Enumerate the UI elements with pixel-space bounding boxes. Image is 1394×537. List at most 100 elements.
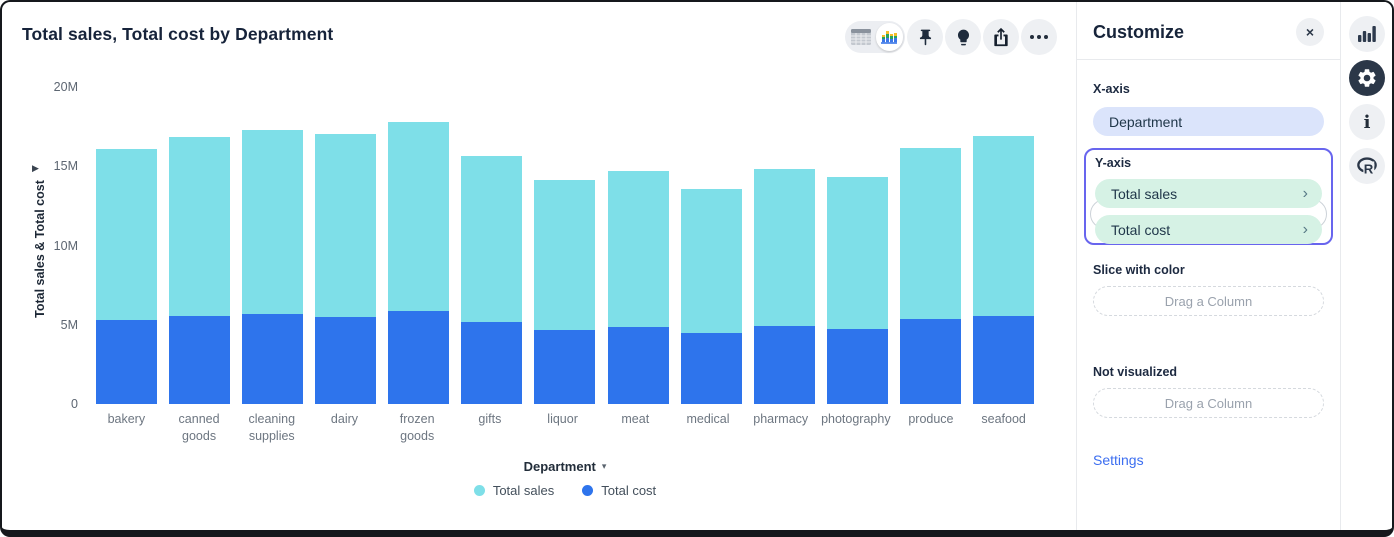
segment-total-sales[interactable] [607,171,669,328]
bar-dairy[interactable] [315,133,377,404]
y-axis-section: Y-axis Total sales › Total cost › [1084,148,1333,245]
chevron-right-icon[interactable]: › [1302,220,1308,238]
x-tick-label: photography [821,412,891,426]
insights-button[interactable] [945,19,981,55]
bar-photography[interactable] [826,176,888,404]
panel-header: Customize × [1093,18,1324,46]
y-axis-pill-total-cost[interactable]: Total cost › [1095,215,1322,244]
segment-total-cost[interactable] [96,320,157,404]
segment-total-sales[interactable] [972,136,1034,317]
gear-icon [1358,69,1376,87]
segment-total-sales[interactable] [461,155,523,323]
legend-dot-cost [582,485,594,496]
bar-gifts[interactable] [461,155,523,404]
view-toggle[interactable] [845,21,905,53]
info-icon: i [1363,111,1371,133]
segment-total-sales[interactable] [96,148,157,320]
segment-total-sales[interactable] [388,121,450,312]
more-button[interactable] [1021,19,1057,55]
legend-item-total-sales[interactable]: Total sales [473,483,554,498]
y-tick-labels: 0 5M 10M 15M 20M [30,80,78,411]
segment-total-sales[interactable] [899,148,961,320]
y-axis-pill-total-sales[interactable]: Total sales › [1095,179,1322,208]
segment-total-cost[interactable] [169,316,231,404]
x-tick-label: liquor [547,412,578,426]
bar-pharmacy[interactable] [753,169,815,404]
segment-total-sales[interactable] [753,169,815,327]
segment-total-cost[interactable] [242,313,304,404]
y-tick-label: 5M [60,317,78,332]
segment-total-cost[interactable] [607,327,669,404]
rail-info-button[interactable]: i [1349,104,1385,140]
segment-total-sales[interactable] [826,176,888,329]
x-tick-label: pharmacy [753,412,809,426]
bar-produce[interactable] [899,148,961,404]
chart-view-icon[interactable] [875,23,903,51]
segment-total-cost[interactable] [461,322,523,404]
close-button[interactable]: × [1296,18,1324,46]
bar-cleaning-supplies[interactable] [242,129,304,404]
y-tick-label: 20M [53,80,78,94]
x-tick-label: dairy [330,412,359,426]
lightbulb-icon [957,29,969,45]
x-tick-label: bakery [107,412,146,426]
settings-link[interactable]: Settings [1093,452,1144,468]
bar-seafood[interactable] [972,136,1034,404]
x-tick-label: gifts [478,412,502,426]
x-tick-label: seafood [981,412,1026,426]
x-tick-label: meat [621,412,650,426]
x-axis-title[interactable]: Department [523,459,596,474]
chevron-right-icon[interactable]: › [1302,184,1308,202]
table-view-icon[interactable] [847,23,875,51]
segment-total-sales[interactable] [169,136,231,317]
bar-meat[interactable] [607,171,669,404]
rail-chart-button[interactable] [1349,16,1385,52]
bar-frozen-goods[interactable] [388,121,450,404]
rail-r-button[interactable]: R [1349,148,1385,184]
bar-liquor[interactable] [534,179,596,404]
slice-section-label: Slice with color [1093,263,1185,277]
bar-chart-icon [1358,26,1376,42]
x-axis-title-row[interactable]: Department ▾ [96,459,1034,474]
bar-medical[interactable] [680,189,742,404]
segment-total-cost[interactable] [534,330,596,404]
axis-expand-icon[interactable]: ▶ [32,163,39,173]
x-tick-label: medical [686,412,730,426]
segment-total-cost[interactable] [826,328,888,404]
segment-total-cost[interactable] [315,316,377,404]
bar-bakery[interactable] [96,148,157,404]
chart-title: Total sales, Total cost by Department [22,24,334,44]
y-tick-label: 15M [53,159,78,174]
side-rail: i R [1342,2,1392,530]
x-tick-label: frozen goods [399,412,435,443]
pill-label: Total sales [1111,185,1178,202]
y-axis-pills: Total sales › Total cost › [1090,179,1327,244]
segment-total-sales[interactable] [534,179,596,331]
segment-total-cost[interactable] [753,326,815,404]
ellipsis-icon [1030,35,1048,39]
segment-total-cost[interactable] [899,319,961,404]
pin-button[interactable] [907,19,943,55]
not-visualized-section-label: Not visualized [1093,365,1178,379]
slice-drop-zone[interactable]: Drag a Column [1093,286,1324,316]
segment-total-sales[interactable] [315,133,377,317]
segment-total-cost[interactable] [680,332,742,404]
customize-panel: Customize × X-axis Department Y-axis Tot… [1076,2,1341,530]
bar-canned-goods[interactable] [169,136,231,404]
x-axis-column-pill[interactable]: Department [1093,107,1324,136]
segment-total-sales[interactable] [242,129,304,314]
export-button[interactable] [983,19,1019,55]
x-tick-label: produce [908,412,954,426]
rail-settings-button[interactable] [1349,60,1385,96]
y-axis-section-label: Y-axis [1095,156,1132,170]
segment-total-cost[interactable] [388,311,450,404]
segment-total-cost[interactable] [972,316,1034,404]
pin-icon [919,29,931,45]
legend-item-total-cost[interactable]: Total cost [582,483,656,498]
divider [1077,59,1340,60]
bars [96,87,1034,404]
segment-total-sales[interactable] [680,189,742,333]
svg-text:R: R [1364,161,1374,176]
not-visualized-drop-zone[interactable]: Drag a Column [1093,388,1324,418]
